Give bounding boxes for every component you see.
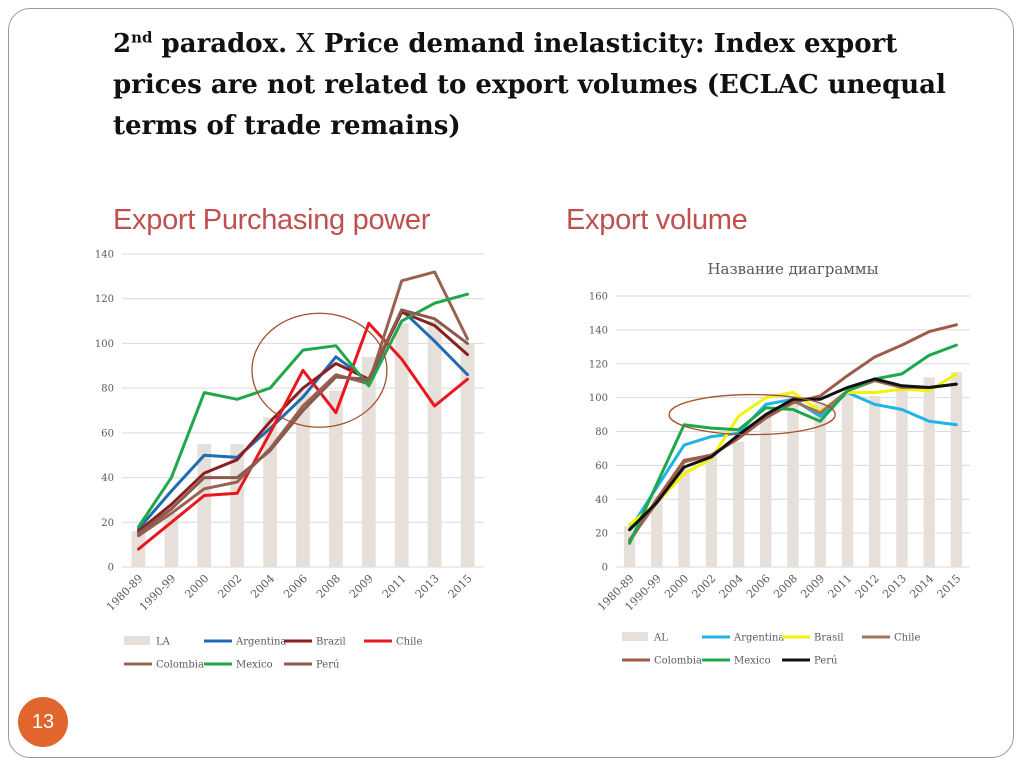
x-tick-label: 2013 <box>880 572 909 601</box>
bar-al <box>814 402 826 567</box>
legend-label-peru: Perú <box>316 660 340 671</box>
series-line-brasil <box>628 372 958 527</box>
title-x: X <box>296 29 315 59</box>
highlight-ellipse <box>668 393 836 436</box>
bar-al <box>705 453 718 567</box>
bar-al <box>841 392 854 567</box>
subtitle-export-volume: Export volume <box>566 204 748 236</box>
y-tick-label: 100 <box>589 393 608 404</box>
y-tick-label: 0 <box>108 563 114 574</box>
series-line-chile <box>137 321 469 551</box>
legend-label-chile: Chile <box>894 633 920 644</box>
x-tick-label: 2011 <box>826 572 855 601</box>
x-tick-label: 2006 <box>281 572 310 601</box>
x-tick-label: 2004 <box>717 572 746 601</box>
x-tick-label: 2009 <box>798 572 827 601</box>
x-tick-label: 2013 <box>413 572 442 601</box>
y-tick-label: 40 <box>595 495 608 506</box>
bar-la <box>394 323 409 567</box>
bar-al <box>896 387 908 567</box>
legend-label-mexico: Mexico <box>236 660 273 671</box>
bar-al <box>651 495 663 567</box>
bar-la <box>427 321 442 567</box>
x-tick-label: 1990-99 <box>137 572 179 614</box>
bar-al <box>923 377 935 567</box>
y-tick-label: 160 <box>589 292 608 303</box>
y-tick-label: 100 <box>95 339 114 350</box>
x-tick-label: 2015 <box>446 572 475 601</box>
legend-label-la: LA <box>156 637 171 648</box>
bar-la <box>460 343 475 567</box>
x-tick-label: 2004 <box>248 572 277 601</box>
y-tick-label: 120 <box>95 294 114 305</box>
legend-label-argentina: Argentina <box>733 633 784 644</box>
y-tick-label: 60 <box>101 428 114 439</box>
series-line-peru <box>628 377 958 532</box>
x-tick-label: 2009 <box>347 572 376 601</box>
legend-label-brazil: Brazil <box>316 637 346 648</box>
legend-label-chile: Chile <box>396 637 422 648</box>
highlight-ellipse <box>251 312 388 428</box>
x-tick-label: 2015 <box>935 572 964 601</box>
title-part-2: Price demand inelasticity: Index export … <box>113 29 946 141</box>
legend-label-colombia: Colombia <box>156 660 204 671</box>
chart-title: Название диаграммы <box>707 260 878 278</box>
series-line-mexico <box>137 292 469 529</box>
bar-al <box>678 468 690 567</box>
x-tick-label: 2008 <box>314 572 343 601</box>
legend-label-brasil: Brasil <box>814 633 844 644</box>
y-tick-label: 80 <box>595 427 608 438</box>
bar-la <box>296 392 310 567</box>
series-line-colombia <box>137 270 469 538</box>
x-tick-label: 2000 <box>662 572 691 601</box>
y-tick-label: 20 <box>101 518 114 529</box>
title-ordinal-suffix: nd <box>131 28 153 47</box>
series-line-mexico <box>628 343 958 545</box>
bar-al <box>950 372 963 567</box>
title-part-1: paradox. <box>152 29 297 59</box>
x-tick-label: 2011 <box>380 572 409 601</box>
legend-swatch-al <box>622 632 648 641</box>
bar-al <box>732 441 745 567</box>
y-tick-label: 120 <box>589 359 608 370</box>
bar-al <box>760 416 772 567</box>
y-tick-label: 140 <box>589 325 608 336</box>
title-number: 2 <box>113 29 132 59</box>
legend-label-al: AL <box>653 633 668 644</box>
y-tick-label: 140 <box>95 250 114 261</box>
legend-label-peru: Perú <box>814 656 838 667</box>
x-tick-label: 2002 <box>215 572 244 601</box>
chart-export-volume: Название диаграммы0204060801001201401601… <box>589 260 970 667</box>
legend-label-mexico: Mexico <box>734 656 771 667</box>
legend-label-colombia: Colombia <box>654 656 702 667</box>
bar-la <box>361 356 376 567</box>
y-tick-label: 60 <box>595 461 608 472</box>
series-line-colombia <box>628 323 958 544</box>
y-tick-label: 40 <box>101 473 114 484</box>
x-tick-label: 2012 <box>853 572 882 601</box>
x-tick-label: 2014 <box>907 572 936 601</box>
legend-swatch-la <box>124 636 150 645</box>
bar-al <box>623 526 636 567</box>
legend-label-argentina: Argentina <box>235 637 286 648</box>
x-tick-label: 2000 <box>182 572 211 601</box>
x-tick-label: 2006 <box>744 572 773 601</box>
bar-la <box>328 390 343 567</box>
page-number-badge: 13 <box>18 697 68 747</box>
slide-frame <box>8 8 1014 758</box>
series-line-peru <box>137 308 469 535</box>
slide-title: 2nd paradox. X Price demand inelasticity… <box>113 24 973 147</box>
bar-al <box>868 395 881 567</box>
y-tick-label: 0 <box>602 563 608 574</box>
x-tick-label: 2002 <box>689 572 718 601</box>
x-tick-label: 2008 <box>771 572 800 601</box>
y-tick-label: 20 <box>595 529 608 540</box>
y-tick-label: 80 <box>101 384 114 395</box>
page-number: 13 <box>31 710 55 733</box>
subtitle-export-purchasing-power: Export Purchasing power <box>113 204 431 236</box>
bar-al <box>787 395 799 567</box>
series-line-argentina <box>137 308 469 531</box>
